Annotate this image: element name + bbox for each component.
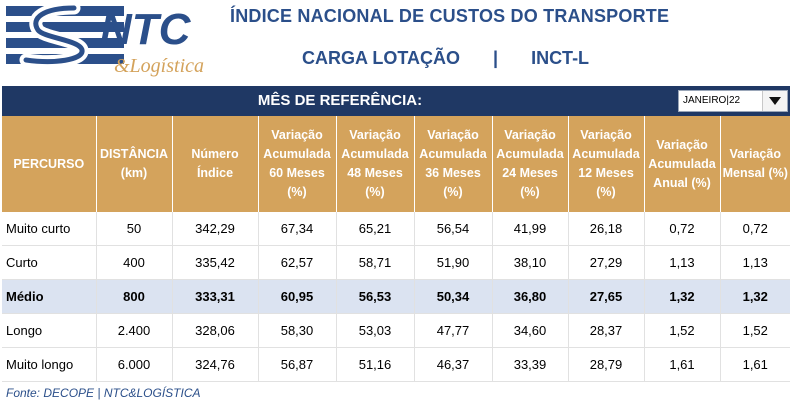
- table-row: Muito longo 6.000 324,76 56,87 51,16 46,…: [2, 347, 790, 382]
- cell-var-12: 26,18: [568, 212, 645, 246]
- cell-var-12: 28,79: [568, 347, 645, 382]
- cell-var-48: 58,71: [336, 245, 415, 280]
- table-row: Curto 400 335,42 62,57 58,71 51,90 38,10…: [2, 245, 790, 280]
- cell-distancia: 800: [96, 279, 173, 314]
- reference-label: MÊS DE REFERÊNCIA:: [257, 92, 423, 109]
- subtitle-separator: |: [493, 48, 499, 68]
- header-var-36: Variação Acumulada 36 Meses (%): [414, 116, 493, 212]
- cell-var-60: 62,57: [258, 245, 337, 280]
- cell-var-anual: 1,13: [644, 245, 721, 280]
- table-header-row: PERCURSO DISTÂNCIA (km) Número Índice Va…: [2, 116, 790, 212]
- header-var-24: Variação Acumulada 24 Meses (%): [492, 116, 569, 212]
- ntc-logo: NTC &Logística: [4, 1, 224, 78]
- table-row: Muito curto 50 342,29 67,34 65,21 56,54 …: [2, 212, 790, 246]
- cell-distancia: 50: [96, 212, 173, 246]
- ntc-logo-graphic: NTC &Logística: [6, 1, 204, 77]
- cell-var-60: 56,87: [258, 347, 337, 382]
- header-var-60: Variação Acumulada 60 Meses (%): [258, 116, 337, 212]
- cell-indice: 333,31: [172, 279, 259, 314]
- cell-var-anual: 1,61: [644, 347, 721, 382]
- cell-var-36: 46,37: [414, 347, 493, 382]
- logo-script-text: &Logística: [114, 55, 204, 77]
- cell-distancia: 2.400: [96, 313, 173, 348]
- cell-percurso: Muito curto: [2, 212, 97, 246]
- header-distancia: DISTÂNCIA (km): [96, 116, 173, 212]
- cell-var-mensal: 1,13: [720, 245, 790, 280]
- cell-var-mensal: 0,72: [720, 212, 790, 246]
- cell-var-36: 50,34: [414, 279, 493, 314]
- cell-percurso: Curto: [2, 245, 97, 280]
- header-percurso: PERCURSO: [2, 116, 97, 212]
- cell-var-36: 51,90: [414, 245, 493, 280]
- cell-var-24: 34,60: [492, 313, 569, 348]
- cell-var-24: 36,80: [492, 279, 569, 314]
- cell-var-mensal: 1,32: [720, 279, 790, 314]
- cell-var-48: 53,03: [336, 313, 415, 348]
- cell-indice: 324,76: [172, 347, 259, 382]
- cell-var-anual: 0,72: [644, 212, 721, 246]
- subtitle-carga: CARGA LOTAÇÃO: [302, 48, 460, 68]
- logo-ntc-text: NTC: [100, 5, 192, 54]
- header-var-48: Variação Acumulada 48 Meses (%): [336, 116, 415, 212]
- cell-var-48: 51,16: [336, 347, 415, 382]
- cell-var-anual: 1,32: [644, 279, 721, 314]
- cell-var-12: 28,37: [568, 313, 645, 348]
- cell-indice: 328,06: [172, 313, 259, 348]
- cell-var-12: 27,29: [568, 245, 645, 280]
- table-row-highlighted: Médio 800 333,31 60,95 56,53 50,34 36,80…: [2, 279, 790, 314]
- page-title: ÍNDICE NACIONAL DE CUSTOS DO TRANSPORTE: [230, 6, 670, 26]
- cell-var-24: 41,99: [492, 212, 569, 246]
- reference-bar: MÊS DE REFERÊNCIA: JANEIRO|22: [2, 86, 790, 116]
- header-numero-indice: Número Índice: [172, 116, 259, 212]
- table-row: Longo 2.400 328,06 58,30 53,03 47,77 34,…: [2, 313, 790, 348]
- header-var-mensal: Variação Mensal (%): [720, 116, 790, 212]
- cell-var-48: 56,53: [336, 279, 415, 314]
- subtitle-inct: INCT-L: [531, 48, 590, 68]
- cell-var-60: 58,30: [258, 313, 337, 348]
- cell-distancia: 6.000: [96, 347, 173, 382]
- cell-distancia: 400: [96, 245, 173, 280]
- cell-var-12: 27,65: [568, 279, 645, 314]
- cell-percurso: Longo: [2, 313, 97, 348]
- source-footer: Fonte: DECOPE | NTC&LOGÍSTICA: [6, 386, 201, 400]
- cell-var-36: 47,77: [414, 313, 493, 348]
- cell-var-24: 38,10: [492, 245, 569, 280]
- header-titles: ÍNDICE NACIONAL DE CUSTOS DO TRANSPORTE …: [226, 0, 794, 84]
- cell-indice: 335,42: [172, 245, 259, 280]
- page-subtitle: CARGA LOTAÇÃO | INCT-L: [302, 48, 589, 69]
- cell-var-24: 33,39: [492, 347, 569, 382]
- cell-indice: 342,29: [172, 212, 259, 246]
- month-select[interactable]: JANEIRO|22: [678, 90, 788, 112]
- index-table: PERCURSO DISTÂNCIA (km) Número Índice Va…: [2, 116, 790, 382]
- cell-var-48: 65,21: [336, 212, 415, 246]
- cell-var-mensal: 1,52: [720, 313, 790, 348]
- header-var-anual: Variação Acumulada Anual (%): [644, 116, 721, 212]
- header-var-12: Variação Acumulada 12 Meses (%): [568, 116, 645, 212]
- cell-percurso: Muito longo: [2, 347, 97, 382]
- cell-var-60: 67,34: [258, 212, 337, 246]
- cell-var-mensal: 1,61: [720, 347, 790, 382]
- cell-var-60: 60,95: [258, 279, 337, 314]
- cell-var-36: 56,54: [414, 212, 493, 246]
- cell-percurso: Médio: [2, 279, 97, 314]
- cell-var-anual: 1,52: [644, 313, 721, 348]
- month-select-value: JANEIRO|22: [683, 95, 741, 106]
- chevron-down-icon[interactable]: [762, 91, 787, 111]
